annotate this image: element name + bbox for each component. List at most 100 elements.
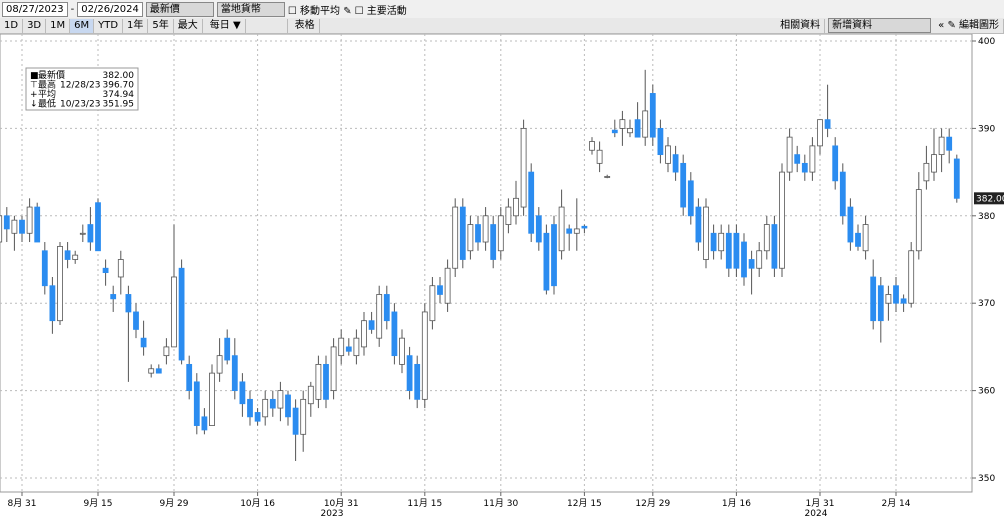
candle-body [490, 224, 497, 260]
range-button[interactable]: 5年 [148, 18, 174, 33]
candle-body [748, 259, 755, 269]
candle-body [855, 232, 861, 247]
candle-body [19, 219, 25, 234]
candle-body [695, 206, 702, 243]
candle-body [201, 416, 208, 431]
candle-body [0, 215, 3, 243]
range-button[interactable]: 最大 [174, 18, 203, 33]
candle-body [513, 197, 519, 217]
candle-body [247, 398, 253, 418]
edit-btn[interactable]: « ✎ 編輯圖形 [934, 18, 1004, 33]
candle-body [877, 285, 884, 322]
candle-body [239, 381, 246, 405]
candle-body [535, 215, 542, 243]
candle-body [497, 215, 504, 252]
candle-body [148, 368, 155, 374]
candle-body [528, 171, 535, 234]
candle-body [665, 145, 671, 164]
candle-body [817, 119, 823, 147]
candle-body [839, 171, 846, 217]
x-tick-label: 10月 16 [240, 498, 275, 509]
candle-body [429, 285, 436, 322]
candle-body [285, 394, 291, 418]
end-date[interactable]: 02/26/2024 [77, 1, 143, 17]
candle-body [368, 320, 375, 330]
related-btn[interactable]: 相關資料 [776, 18, 826, 33]
y-tick-label: 350 [978, 474, 995, 484]
candle-body [558, 206, 565, 252]
candle-body [72, 254, 79, 260]
candle-body [604, 176, 611, 178]
candle-body [649, 93, 656, 138]
events-checkbox[interactable]: ☐ 主要活動 [354, 5, 407, 17]
candle-body [421, 311, 428, 400]
y-tick-label: 390 [978, 124, 995, 134]
candle-body [596, 149, 603, 164]
x-tick-label: 11月 30 [483, 498, 518, 509]
candle-body [779, 171, 785, 269]
y-tick-label: 370 [978, 299, 995, 309]
candle-body [171, 276, 177, 348]
legend-label: 最新價 [38, 69, 65, 81]
candle-body [323, 363, 329, 400]
candle-body [733, 232, 740, 269]
legend-date: 12/28/23 [60, 81, 100, 91]
candle-body [680, 162, 687, 208]
candle-body [209, 372, 215, 426]
candle-body [110, 294, 117, 300]
candle-body [330, 346, 337, 392]
range-button[interactable]: 1D [0, 18, 24, 33]
candle-body [931, 154, 937, 173]
candle-body [809, 145, 816, 173]
candle-body [315, 363, 322, 400]
candle-body [862, 224, 869, 252]
candle-body [710, 232, 717, 252]
candle-body [741, 241, 747, 278]
candle-body [277, 390, 284, 409]
currency-select[interactable]: 當地貨幣 [216, 1, 285, 17]
candle-body [414, 363, 421, 400]
candle-body [406, 355, 413, 392]
candle-body [163, 346, 170, 357]
table-btn[interactable]: 表格 [291, 18, 320, 33]
range-button[interactable]: 1M [46, 18, 71, 33]
candle-body [133, 311, 139, 330]
range-button[interactable]: 3D [23, 18, 47, 33]
candle-body [224, 337, 231, 361]
candle-body [444, 267, 451, 304]
legend-icon: ↓ [30, 100, 38, 110]
ma-checkbox[interactable]: ☐ 移動平均 ✎ [287, 5, 352, 17]
candle-body [870, 276, 877, 322]
candle-body [376, 294, 383, 339]
candle-body [505, 206, 512, 225]
range-button[interactable]: 6M [70, 18, 95, 33]
frequency[interactable]: 每日 ▼ [206, 18, 246, 33]
legend-frame [25, 67, 139, 111]
candle-body [254, 412, 261, 422]
field-select[interactable]: 最新價 [145, 1, 214, 17]
chart: 350 360 370 380 390 400 8月 31 9月 15 9月 29 10月 16 1… [0, 34, 1004, 518]
candle-body [383, 294, 390, 322]
candle-body [345, 346, 352, 352]
candle-body [657, 127, 664, 156]
candle-body [703, 206, 709, 260]
blank-btn[interactable] [249, 18, 288, 33]
candle-body [452, 206, 459, 269]
candle-body [437, 285, 443, 295]
candle-body [34, 206, 41, 243]
candle-body [581, 225, 588, 229]
candle-body [178, 267, 185, 361]
range-button[interactable]: 1年 [123, 18, 149, 33]
add-data[interactable]: 新增資料 [828, 18, 932, 33]
start-date[interactable]: 08/27/2023 [2, 1, 68, 17]
candle-body [262, 398, 269, 418]
range-button[interactable]: YTD [94, 18, 124, 33]
legend-value: 382.00 [103, 71, 135, 81]
candle-body [725, 232, 732, 269]
candle-body [155, 368, 162, 374]
candle-body [57, 245, 63, 322]
candle-body [186, 363, 193, 392]
legend-icon: ⊤ [30, 81, 38, 91]
legend-icon: + [30, 90, 38, 100]
candle-body [611, 129, 618, 134]
